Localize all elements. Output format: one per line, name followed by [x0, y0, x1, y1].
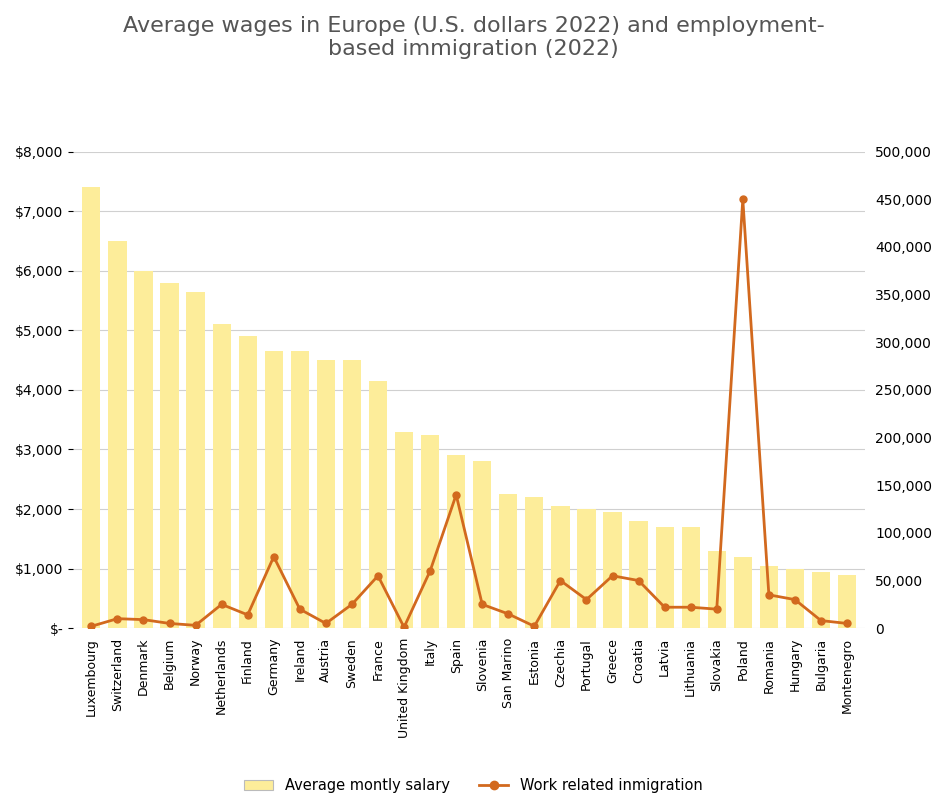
Bar	[108, 241, 127, 629]
Bar	[682, 527, 700, 629]
Bar	[734, 556, 752, 629]
Bar	[551, 506, 569, 629]
Bar	[239, 336, 257, 629]
Bar	[526, 497, 544, 629]
Bar	[395, 432, 413, 629]
Bar	[187, 292, 205, 629]
Bar	[499, 494, 517, 629]
Bar	[578, 509, 596, 629]
Bar	[474, 462, 491, 629]
Bar	[707, 551, 725, 629]
Bar	[421, 435, 439, 629]
Bar	[369, 381, 387, 629]
Legend: Average montly salary, Work related inmigration: Average montly salary, Work related inmi…	[239, 772, 708, 799]
Bar	[316, 360, 335, 629]
Bar	[134, 271, 152, 629]
Bar	[838, 574, 856, 629]
Bar	[212, 324, 231, 629]
Bar	[630, 521, 648, 629]
Bar	[603, 512, 621, 629]
Bar	[82, 187, 100, 629]
Bar	[291, 352, 309, 629]
Bar	[447, 455, 465, 629]
Bar	[812, 572, 831, 629]
Bar	[759, 565, 778, 629]
Bar	[264, 352, 283, 629]
Bar	[160, 283, 179, 629]
Text: Average wages in Europe (U.S. dollars 2022) and employment-
based immigration (2: Average wages in Europe (U.S. dollars 20…	[122, 16, 825, 59]
Bar	[343, 360, 361, 629]
Bar	[786, 569, 804, 629]
Bar	[655, 527, 673, 629]
